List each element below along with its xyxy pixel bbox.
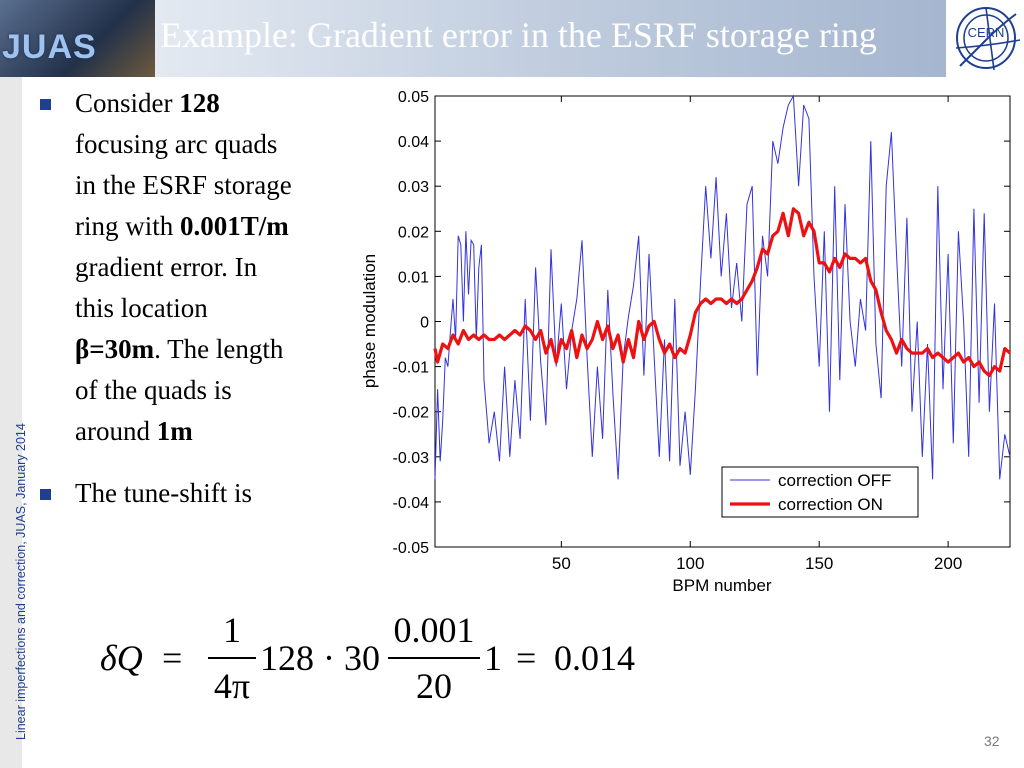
bullet-run: Consider — [75, 88, 180, 118]
bullet-run: in the ESRF storage — [75, 170, 292, 200]
bullet-run: 128 — [179, 88, 220, 118]
bullet-run: ring with — [75, 211, 180, 241]
cern-logo-icon: CERN — [955, 7, 1021, 71]
formula-tail: 1 — [484, 638, 502, 678]
bullet-line: around 1m — [75, 411, 292, 452]
y-tick-label: 0.01 — [398, 269, 429, 286]
y-tick-label: 0.02 — [398, 224, 429, 241]
bullet-line: Consider 128 — [75, 83, 292, 124]
bullet-run: focusing arc quads — [75, 129, 278, 159]
formula-result: 0.014 — [554, 638, 635, 678]
legend: correction OFF correction ON — [721, 466, 919, 518]
legend-box — [721, 466, 919, 518]
y-tick-label: -0.04 — [393, 495, 430, 512]
y-tick-label: 0 — [420, 315, 429, 332]
bullet-line: β=30m. The length — [75, 329, 292, 370]
y-tick-label: 0.05 — [398, 89, 429, 106]
bullet-run: 0.001T/m — [180, 211, 289, 241]
bullet-line: of the quads is — [75, 370, 292, 411]
bullet-line: focusing arc quads — [75, 124, 292, 165]
y-tick-label: 0.03 — [398, 179, 429, 196]
formula-lhs: δQ — [100, 638, 143, 678]
y-axis-label: phase modulation — [360, 254, 379, 388]
bullet-text-0: Consider 128 focusing arc quads in the ESR… — [75, 83, 292, 452]
y-tick-label: -0.03 — [393, 450, 430, 467]
bullet-line: The tune-shift is — [75, 473, 252, 514]
bullet-line: this location — [75, 288, 292, 329]
slide-title: Example: Gradient error in the ESRF stor… — [160, 15, 877, 55]
header-bar: JUAS Example: Gradient error in the ESRF… — [0, 0, 1024, 77]
cern-logo-text: CERN — [968, 25, 1005, 40]
formula-frac2-num: 0.001 — [394, 610, 475, 650]
bullet-line: in the ESRF storage — [75, 165, 292, 206]
bullet-line: gradient error. In — [75, 247, 292, 288]
x-tick-label: 150 — [805, 554, 833, 573]
bullet-run: gradient error. In — [75, 252, 258, 282]
bullet-run: around — [75, 416, 157, 446]
juas-logo: JUAS — [0, 0, 155, 77]
bullet-run: β= — [75, 334, 105, 364]
formula-frac2-den: 20 — [416, 666, 452, 706]
left-sidebar-band — [0, 77, 22, 768]
bullet-run: of the quads is — [75, 375, 232, 405]
y-tick-label: -0.02 — [393, 405, 430, 422]
bullet-text-1: The tune-shift is — [75, 473, 252, 514]
bullet-run: 1m — [156, 416, 193, 446]
x-axis-label: BPM number — [672, 576, 772, 595]
formula-mid: 128 · 30 — [260, 638, 380, 678]
formula-eq2: = — [516, 638, 536, 678]
juas-logo-text: JUAS — [2, 28, 97, 66]
bullet-run: The tune-shift is — [75, 478, 252, 508]
vertical-footer-text: Linear imperfections and correction, JUA… — [14, 423, 28, 740]
series-correction-on — [433, 207, 1012, 378]
y-tick-label: -0.01 — [393, 360, 430, 377]
x-tick-label: 200 — [934, 554, 962, 573]
page-number: 32 — [984, 733, 1000, 749]
formula-eq: = — [162, 638, 182, 678]
x-tick-label: 100 — [676, 554, 704, 573]
bullet-icon — [40, 489, 51, 500]
series-correction-off — [434, 94, 1011, 480]
tune-shift-formula: δQ = 1 4π 128 · 30 0.001 20 1 = 0.014 — [100, 610, 635, 706]
bullet-run: . The length — [154, 334, 284, 364]
cern-logo: CERN — [946, 0, 1024, 77]
y-tick-label: -0.05 — [393, 540, 430, 557]
y-tick-label: 0.04 — [398, 134, 429, 151]
bullet-icon — [40, 99, 51, 110]
x-tick-label: 50 — [552, 554, 571, 573]
formula-frac1-num: 1 — [223, 610, 241, 650]
formula-frac1-den: 4π — [214, 666, 250, 706]
phase-modulation-chart: 50 100 150 200 -0.05 -0.04 -0.03 -0.02 -0.01 0 0.… — [360, 89, 1012, 595]
legend-label-on: correction ON — [778, 495, 883, 514]
bullet-line: ring with 0.001T/m — [75, 206, 292, 247]
bullet-run: 30m — [104, 334, 155, 364]
bullet-run: this location — [75, 293, 208, 323]
legend-label-off: correction OFF — [778, 471, 891, 490]
